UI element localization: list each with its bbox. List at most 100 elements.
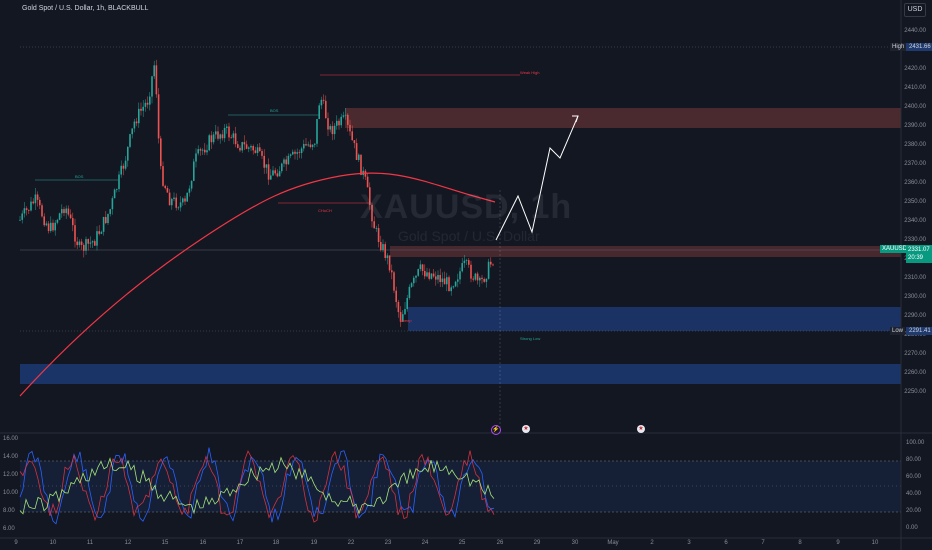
alert-icon[interactable]: ⚡ (491, 425, 501, 435)
candle-body (300, 148, 303, 154)
candle-body (402, 314, 404, 322)
price-tick: 2380.00 (904, 142, 926, 148)
candle-body (283, 159, 285, 164)
candle-body (58, 213, 61, 220)
candle-body (470, 264, 472, 279)
candle-body (116, 189, 118, 190)
candle-body (421, 264, 424, 272)
price-tick: 2340.00 (904, 218, 926, 224)
candle-body (479, 277, 481, 281)
candle-body (309, 144, 312, 147)
resistance-zone[interactable] (390, 246, 901, 257)
candle-body (307, 144, 309, 146)
candle-body (65, 208, 67, 214)
symbol-title[interactable]: Gold Spot / U.S. Dollar, 1h, BLACKBULL (22, 5, 149, 12)
candle-body (441, 278, 444, 282)
candle-body (127, 146, 129, 161)
currency-button[interactable]: USD (904, 3, 926, 17)
candle-body (435, 276, 437, 280)
projection-path[interactable] (495, 115, 579, 241)
rsi-line (19, 456, 495, 515)
candle-body (32, 201, 34, 204)
candle-body (311, 144, 314, 147)
price-tick: 2270.00 (904, 351, 926, 357)
candle-body (36, 194, 39, 200)
candle-body (175, 197, 177, 208)
price-tick: 2400.00 (904, 104, 926, 110)
candle-body (430, 273, 433, 279)
candle-body (263, 155, 265, 168)
time-tick: 11 (86, 540, 94, 546)
osc-left-tick: 14.00 (3, 454, 19, 460)
supply-zone[interactable] (345, 108, 901, 128)
candle-body (270, 175, 272, 180)
candle-body (45, 223, 48, 226)
candle-body (428, 272, 430, 279)
candle-body (63, 209, 65, 214)
demand-zone[interactable] (408, 307, 901, 331)
candle-body (274, 170, 276, 174)
osc-left-tick: 10.00 (3, 490, 19, 496)
candle-body (217, 131, 219, 139)
candle-body (87, 239, 89, 244)
candle-body (261, 151, 263, 156)
candle-body (371, 204, 373, 222)
high-label: High (890, 43, 907, 51)
lower-demand-zone[interactable] (20, 364, 901, 384)
bar-countdown: 20:39 (908, 255, 924, 261)
us-flag-icon[interactable]: ★ (522, 425, 530, 433)
candle-body (406, 297, 408, 310)
candle-body (353, 140, 356, 144)
candle-body (336, 120, 338, 126)
candle-body (61, 209, 63, 214)
candle-body (380, 242, 382, 251)
candle-body (276, 173, 279, 177)
high-value: 2431.66 (906, 43, 932, 51)
candle-body (289, 154, 292, 156)
osc-right-tick: 40.00 (906, 491, 922, 497)
candle-body (439, 274, 441, 282)
candle-body (21, 213, 23, 220)
candle-body (131, 128, 133, 135)
candle-body (80, 241, 83, 245)
candle-body (102, 216, 105, 232)
candle-body (199, 149, 202, 151)
candle-body (393, 272, 395, 291)
price-tick: 2280.00 (904, 332, 926, 338)
candle-body (67, 208, 70, 215)
candle-body (452, 286, 455, 288)
candle-body (30, 201, 32, 211)
us-flag-icon[interactable]: ★ (637, 425, 645, 433)
candle-body (146, 102, 149, 105)
candle-body (221, 134, 224, 139)
time-tick: 30 (571, 540, 579, 546)
candle-body (19, 219, 21, 221)
candle-body (342, 115, 345, 117)
osc-left-tick: 16.00 (3, 436, 19, 442)
candle-body (215, 131, 217, 135)
candle-body (186, 192, 188, 202)
candle-body (188, 188, 191, 193)
candle-body (259, 147, 261, 152)
candle-body (281, 163, 283, 172)
osc-left-tick: 6.00 (3, 526, 15, 532)
candle-body (94, 241, 96, 246)
current-symbol-label: XAUUSD (880, 245, 910, 253)
candle-body (417, 269, 419, 276)
low-label: Low (890, 327, 906, 335)
candle-body (424, 271, 426, 277)
candle-body (91, 241, 94, 243)
osc-right-tick: 80.00 (906, 457, 922, 463)
price-tick: 2300.00 (904, 294, 926, 300)
candle-body (28, 209, 30, 211)
candle-body (232, 133, 235, 138)
time-tick: 9 (836, 540, 840, 546)
candle-body (446, 277, 448, 285)
candle-body (190, 180, 193, 189)
candle-body (164, 185, 166, 189)
candle-body (96, 231, 98, 246)
candle-body (267, 164, 270, 180)
candle-body (153, 65, 155, 77)
candle-body (50, 222, 52, 232)
